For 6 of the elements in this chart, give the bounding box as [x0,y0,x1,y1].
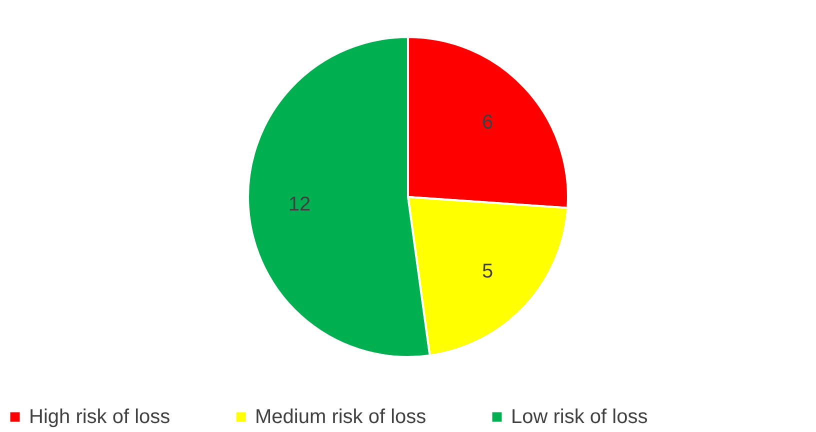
legend-label: Medium risk of loss [255,406,426,428]
data-label: 5 [482,260,494,282]
data-label: 12 [288,193,311,216]
legend-label: Low risk of loss [511,406,648,428]
legend-label: High risk of loss [29,406,170,428]
data-label: 6 [482,112,494,134]
